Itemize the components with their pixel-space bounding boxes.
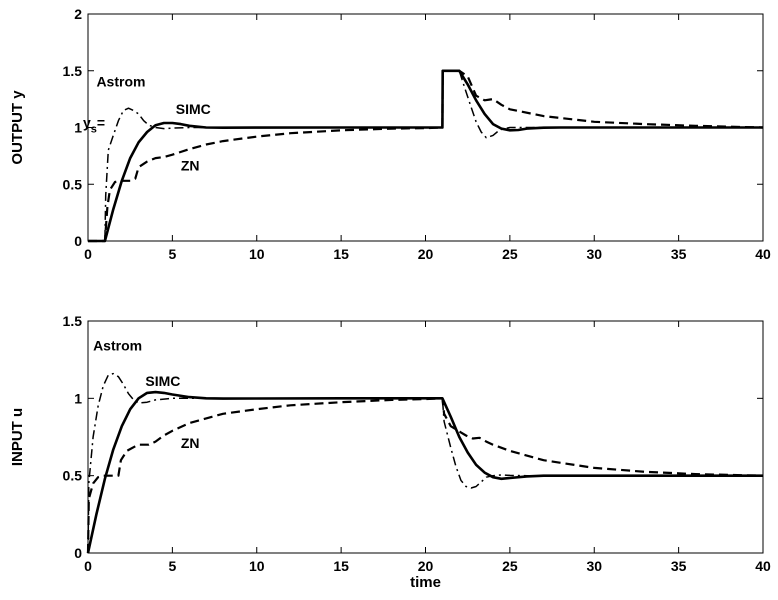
x-tick-label: 40 — [755, 558, 771, 574]
series-line-solid — [88, 69, 763, 243]
series-line-dashed — [86, 397, 764, 554]
x-tick-label: 15 — [333, 246, 349, 262]
annotation-label: Astrom — [96, 74, 145, 90]
x-tick-label: 0 — [84, 558, 92, 574]
x-tick-label: 10 — [249, 246, 265, 262]
x-tick-label: 30 — [586, 558, 602, 574]
input-panel: 0 5 10 15 20 25 30 35 40 0 0.5 1 1.5 INPUT u time Astro… — [9, 313, 771, 591]
y-tick-label: 1.5 — [63, 313, 83, 329]
series-line-dashdot — [88, 70, 763, 242]
annotation-label: SIMC — [145, 373, 180, 389]
x-tick-label: 5 — [168, 246, 176, 262]
x-tick-label: 10 — [249, 558, 265, 574]
y-tick-label: 1 — [74, 120, 82, 136]
x-tick-label: 35 — [671, 558, 687, 574]
annotation-label: ZN — [181, 158, 200, 174]
y-tick-label: 1 — [74, 390, 82, 406]
x-tick-label: 15 — [333, 558, 349, 574]
annotation-label: Astrom — [93, 337, 142, 353]
x-tick-label: 25 — [502, 246, 518, 262]
output-panel: 0 5 10 15 20 25 30 35 40 0 0.5 1 1.5 2 OUTPUT y Astrom S… — [9, 6, 771, 262]
y-axis-label: INPUT u — [9, 408, 26, 466]
x-tick-label: 30 — [586, 246, 602, 262]
x-tick-label: 5 — [168, 558, 176, 574]
x-tick-label: 25 — [502, 558, 518, 574]
x-tick-label: 0 — [84, 246, 92, 262]
x-tick-label: 20 — [418, 558, 434, 574]
y-axis-label: OUTPUT y — [9, 90, 26, 165]
series-line-solid — [86, 390, 763, 554]
x-axis-label: time — [410, 574, 441, 591]
y-tick-label: 0.5 — [63, 468, 83, 484]
x-tick-label: 40 — [755, 246, 771, 262]
x-tick-label: 35 — [671, 246, 687, 262]
annotation-label: ZN — [181, 435, 200, 451]
y-tick-label: 2 — [74, 6, 82, 22]
x-tick-label: 20 — [418, 246, 434, 262]
annotation-label: SIMC — [176, 101, 211, 117]
y-tick-label: 0.5 — [63, 176, 83, 192]
annotation-label: ys= — [83, 115, 105, 136]
series-line-dashdot — [87, 372, 763, 554]
y-tick-label: 1.5 — [63, 63, 83, 79]
y-tick-label: 0 — [74, 233, 82, 249]
y-tick-label: 0 — [74, 545, 82, 561]
series-line-dashed — [88, 69, 764, 243]
